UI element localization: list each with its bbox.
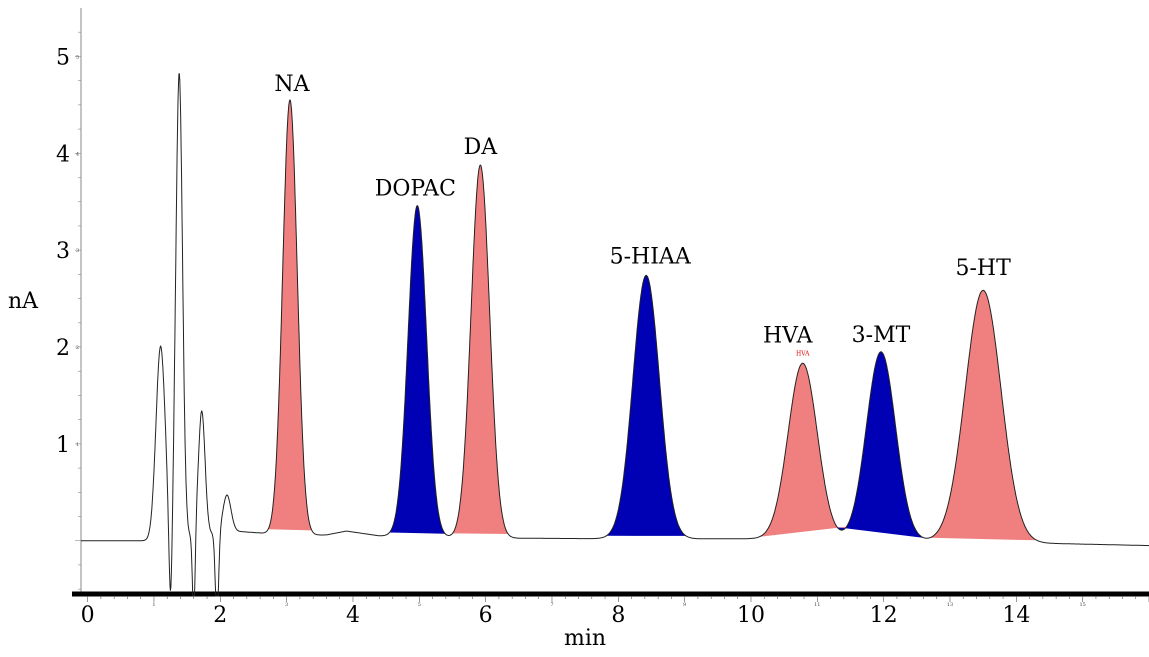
y-tick-label: 2: [56, 336, 70, 361]
labels: NA DOPAC DA 5-HIAA HVA HVA 3-MT 5-HT: [274, 72, 1011, 358]
y-axis-title: nA: [8, 289, 39, 314]
peak-fill-hva: [758, 363, 847, 537]
y-minor-tick-label: 2: [76, 345, 79, 351]
x-minor-tick-label: 13: [947, 602, 953, 608]
y-tick-label: 4: [56, 142, 70, 167]
x-tick-label: 10: [737, 603, 765, 628]
peak-fill-3-mt: [837, 351, 925, 538]
y-minor-tick-label: 1: [76, 442, 79, 448]
peak-fills: [268, 99, 1037, 541]
y-minor-tick-label: 3: [76, 248, 79, 254]
x-tick-label: 8: [611, 603, 625, 628]
peak-fill-5-hiaa: [606, 275, 686, 536]
peak-fill-5-ht: [929, 290, 1037, 541]
peak-fill-da: [452, 165, 509, 534]
trace-layer: [81, 73, 1149, 597]
x-axis-title: min: [564, 626, 606, 651]
x-minor-tick-label: 7: [550, 602, 553, 608]
y-minor-tick-label: 4: [76, 151, 79, 157]
peak-label-5-hiaa: 5-HIAA: [610, 244, 692, 269]
x-minor-tick-label: 5: [418, 602, 421, 608]
x-tick-label: 4: [346, 603, 360, 628]
peak-fill-dopac: [389, 205, 446, 534]
y-minor-tick-label: 5: [76, 54, 79, 60]
peak-fill-na: [268, 99, 312, 531]
y-tick-label: 1: [56, 433, 70, 458]
peak-label-3-mt: 3-MT: [852, 323, 911, 348]
peak-label-5-ht: 5-HT: [956, 256, 1012, 281]
x-minor-tick-label: 1: [152, 602, 155, 608]
x-tick-label: 12: [870, 603, 898, 628]
peak-label-da: DA: [464, 135, 499, 160]
x-minor-tick-label: 11: [814, 602, 820, 608]
x-tick-label: 0: [81, 603, 95, 628]
x-tick-label: 2: [213, 603, 227, 628]
x-minor-tick-label: 15: [1079, 602, 1085, 608]
x-tick-label: 6: [479, 603, 493, 628]
x-minor-tick-label: 3: [285, 602, 288, 608]
peak-label-na: NA: [274, 72, 310, 97]
peak-tag-hva: HVA: [796, 350, 810, 357]
chromatogram-trace: [81, 73, 1149, 597]
peak-label-hva: HVA: [763, 323, 814, 348]
peak-label-dopac: DOPAC: [375, 176, 456, 201]
y-tick-label: 5: [56, 45, 70, 70]
x-tick-label: 14: [1002, 603, 1030, 628]
x-minor-tick-label: 9: [683, 602, 686, 608]
y-tick-label: 3: [56, 239, 70, 264]
